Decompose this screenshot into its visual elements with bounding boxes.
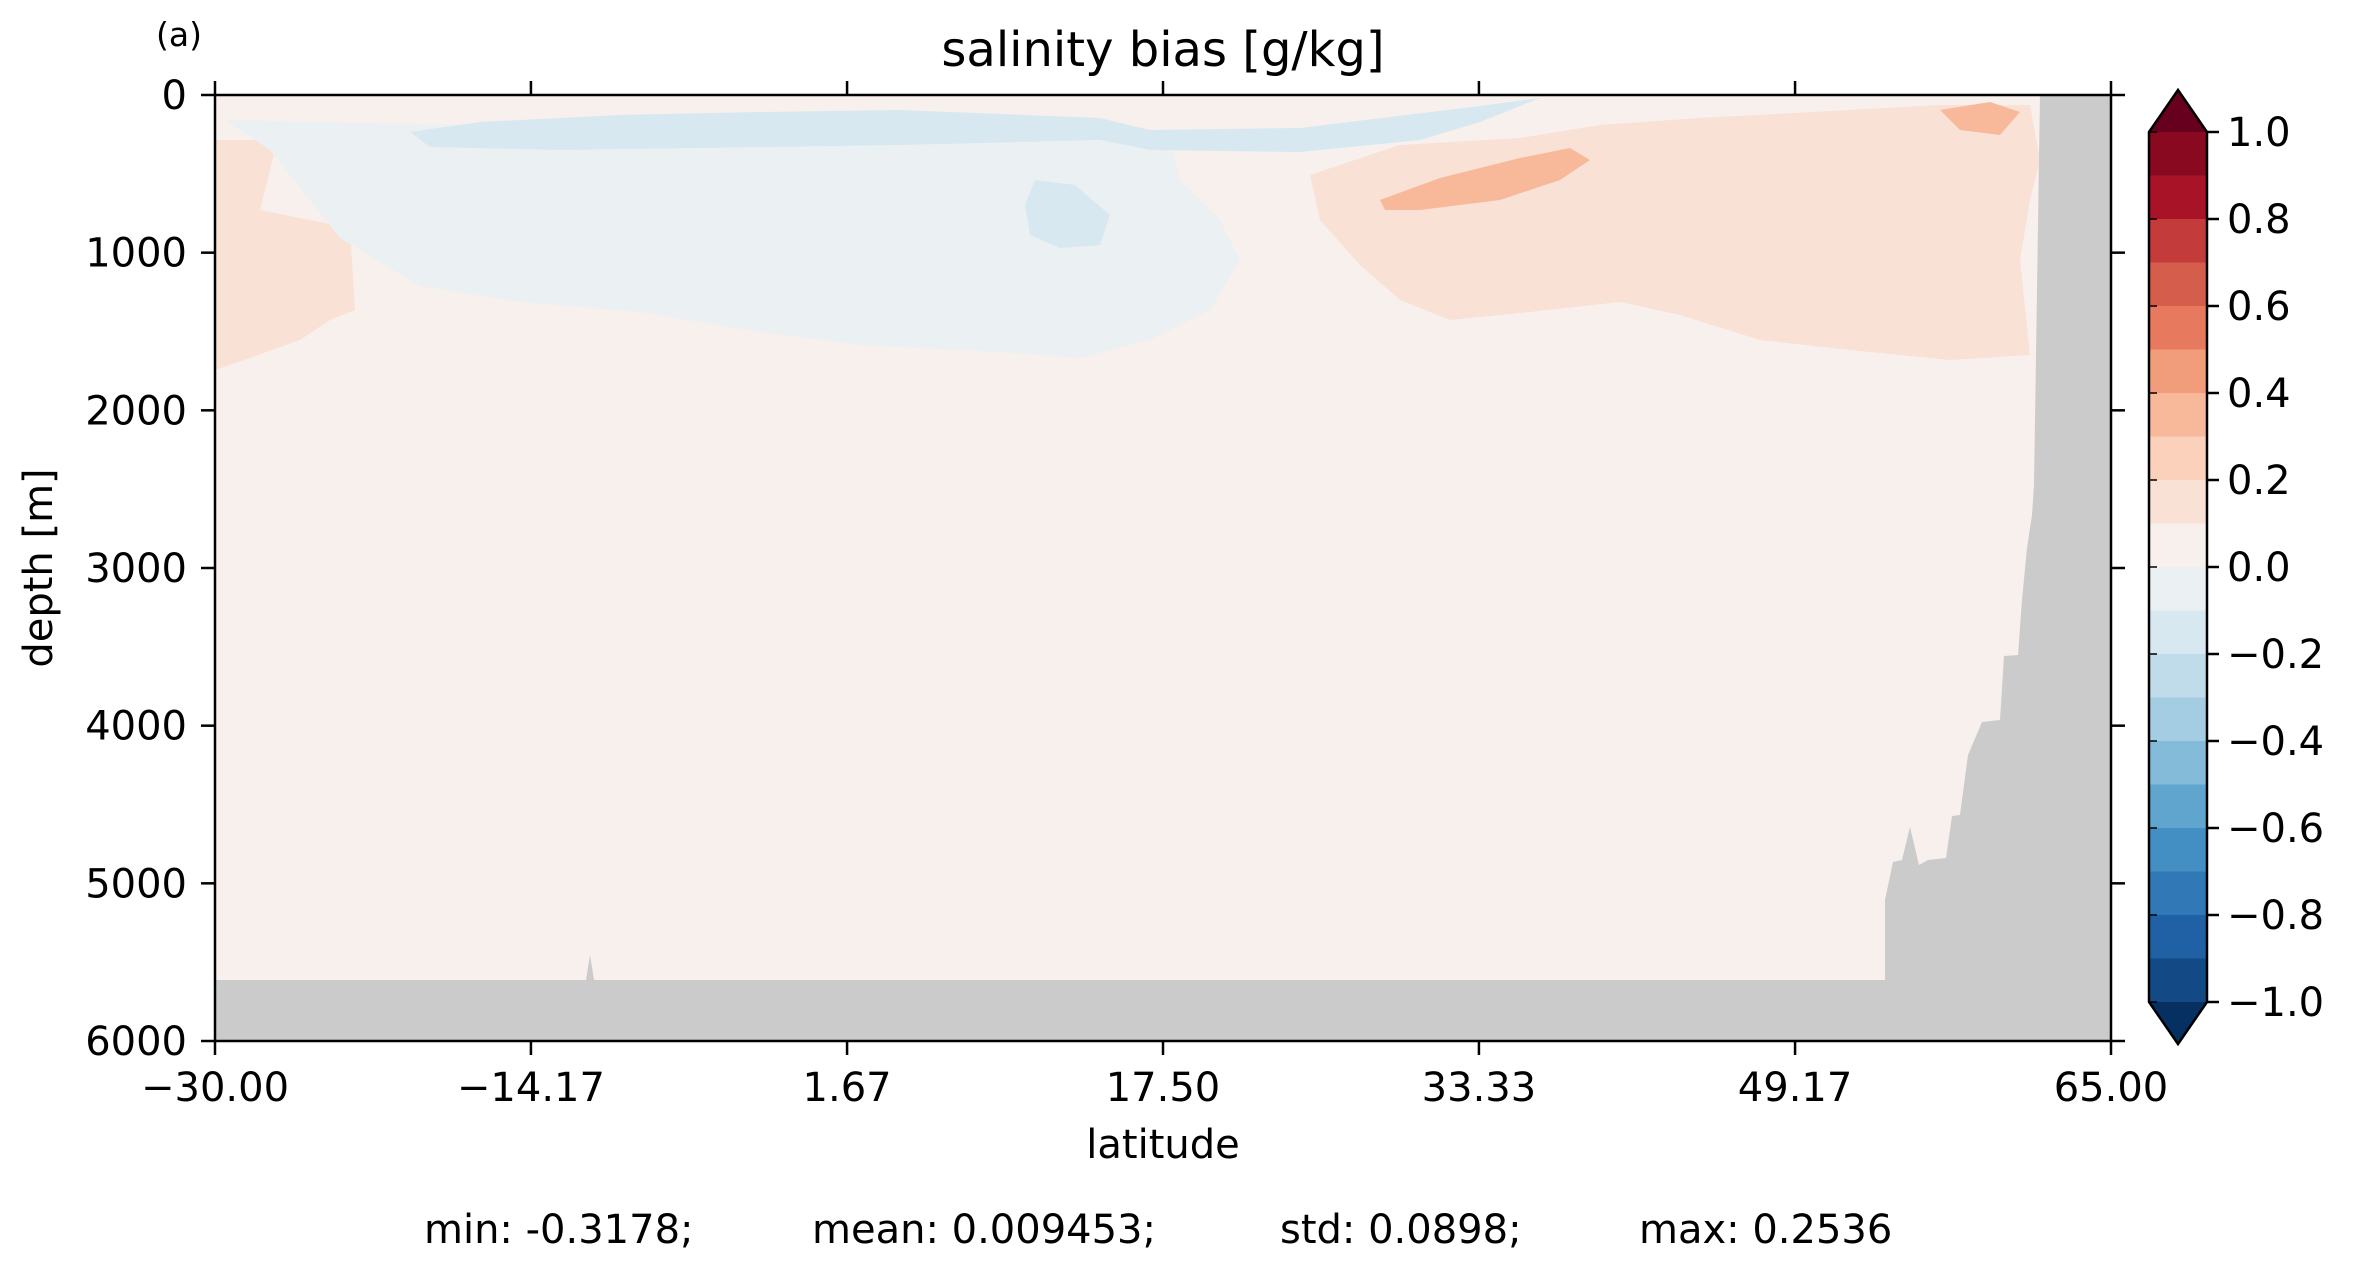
y-tick-label: 4000 <box>85 704 187 750</box>
colorbar-swatch <box>2149 262 2207 307</box>
x-tick-label: 1.67 <box>803 1065 892 1111</box>
colorbar-swatch <box>2149 784 2207 829</box>
colorbar-swatch <box>2149 697 2207 742</box>
x-axis-label: latitude <box>1086 1122 1239 1168</box>
colorbar-extend-min <box>2149 1002 2207 1044</box>
x-tick-label: −14.17 <box>457 1065 605 1111</box>
colorbar-swatch <box>2149 132 2207 176</box>
colorbar-swatch <box>2149 393 2207 437</box>
anomaly-northern-subsurface-core <box>1380 148 1590 210</box>
x-tick-label: 49.17 <box>1738 1065 1853 1111</box>
stat-min: min: -0.3178; <box>424 1207 694 1253</box>
anomaly-southern-upper-ocean <box>215 140 355 370</box>
seafloor-land-mask <box>215 95 2111 1041</box>
colorbar-swatch <box>2149 654 2207 698</box>
colorbar-tick-label: −0.6 <box>2227 806 2324 852</box>
anomaly-equatorial-intermediate <box>1025 180 1110 248</box>
colorbar-tick-label: 0.0 <box>2227 545 2291 591</box>
colorbar-swatch <box>2149 741 2207 785</box>
x-tick-label: 33.33 <box>1422 1065 1537 1111</box>
colorbar-swatch <box>2149 306 2207 350</box>
colorbar-swatch <box>2149 175 2207 220</box>
colorbar-tick-label: 0.2 <box>2227 458 2291 504</box>
colorbar-swatch <box>2149 480 2207 524</box>
colorbar-tick-label: −1.0 <box>2227 980 2324 1026</box>
stat-std: std: 0.0898; <box>1280 1207 1522 1253</box>
y-tick-label: 6000 <box>85 1019 187 1065</box>
y-axis-ticks: 0 1000 2000 3000 4000 5000 6000 <box>85 73 2125 1065</box>
colorbar-swatch <box>2149 219 2207 263</box>
x-tick-label: −30.00 <box>141 1065 289 1111</box>
anomaly-high-latitude-surface <box>1940 102 2020 135</box>
colorbar-tick-label: 0.4 <box>2227 371 2291 417</box>
colorbar-extend-max <box>2149 90 2207 132</box>
colorbar-tick-label: 1.0 <box>2227 110 2291 156</box>
panel-label: (a) <box>156 15 202 54</box>
colorbar-tick-label: −0.4 <box>2227 719 2324 765</box>
anomaly-layer <box>215 98 2040 370</box>
x-tick-label: 17.50 <box>1106 1065 1221 1111</box>
colorbar-swatch <box>2149 567 2207 611</box>
x-axis-ticks: −30.00 −14.17 1.67 17.50 33.33 49.17 65.00 <box>141 81 2168 1111</box>
colorbar-swatch <box>2149 828 2207 872</box>
chart-title: salinity bias [g/kg] <box>941 22 1384 78</box>
anomaly-tropical-upper-ocean <box>225 120 1240 358</box>
colorbar-swatch <box>2149 436 2207 481</box>
colorbar-tick-label: 0.8 <box>2227 197 2291 243</box>
y-tick-label: 3000 <box>85 546 187 592</box>
colorbar-swatch <box>2149 958 2207 1003</box>
heatmap-plot-area <box>215 95 2111 1041</box>
colorbar-swatch <box>2149 871 2207 916</box>
colorbar-tick-label: 0.6 <box>2227 284 2291 330</box>
anomaly-surface-fresh-band <box>410 98 1540 152</box>
stat-max: max: 0.2536 <box>1639 1207 1892 1253</box>
y-tick-label: 5000 <box>85 861 187 907</box>
colorbar-swatch <box>2149 349 2207 394</box>
y-tick-label: 0 <box>162 73 187 119</box>
colorbar-swatch <box>2149 523 2207 568</box>
stat-mean: mean: 0.009453; <box>812 1207 1156 1253</box>
colorbar-tick-label: −0.8 <box>2227 893 2324 939</box>
x-tick-label: 65.00 <box>2054 1065 2169 1111</box>
y-axis-label: depth [m] <box>16 468 62 667</box>
colorbar: 1.0 0.8 0.6 0.4 0.2 0.0 −0.2 −0.4 −0.6 −0.8 −1.0 <box>2147 87 2324 1047</box>
y-tick-label: 1000 <box>85 231 187 277</box>
y-tick-label: 2000 <box>85 388 187 434</box>
colorbar-swatch <box>2149 915 2207 959</box>
colorbar-swatch <box>2149 610 2207 655</box>
colorbar-tick-label: −0.2 <box>2227 632 2324 678</box>
